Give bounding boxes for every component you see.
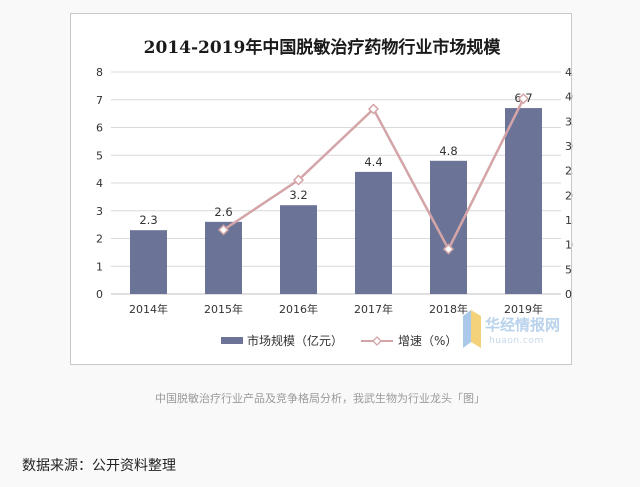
watermark-logo-icon — [463, 310, 481, 348]
x-tick-label: 2017年 — [354, 302, 393, 316]
left-tick-label: 1 — [96, 260, 103, 273]
line-marker — [367, 103, 380, 115]
bar — [355, 171, 392, 294]
watermark-brand: 华经情报网 — [485, 316, 560, 334]
right-tick-label: 45.0% — [565, 66, 573, 79]
bar — [505, 108, 542, 294]
legend: 市场规模（亿元） 增速（%） — [221, 333, 457, 348]
grid — [111, 71, 561, 295]
right-tick-label: 35.0% — [565, 115, 573, 128]
legend-bar-label: 市场规模（亿元） — [247, 333, 343, 348]
bar-data-label: 2.6 — [214, 205, 232, 219]
bar — [280, 205, 317, 294]
legend-line-marker — [372, 336, 382, 346]
line-marker — [517, 93, 530, 105]
bar-data-label: 2.3 — [139, 213, 157, 227]
right-tick-label: 20.0% — [565, 189, 573, 202]
x-tick-label: 2015年 — [204, 302, 243, 316]
chart: 2014-2019年中国脱敏治疗药物行业市场规模 0 1 2 3 4 5 6 7 8 0.0% 5… — [96, 37, 573, 348]
chart-title: 2014-2019年中国脱敏治疗药物行业市场规模 — [144, 37, 502, 58]
bar-data-label: 4.4 — [364, 155, 382, 169]
x-tick-label: 2014年 — [129, 302, 168, 316]
right-tick-label: 30.0% — [565, 140, 573, 153]
chart-frame: 2014-2019年中国脱敏治疗药物行业市场规模 0 1 2 3 4 5 6 7 8 0.0% 5… — [70, 13, 573, 365]
left-axis: 0 1 2 3 4 5 6 7 8 — [96, 66, 103, 301]
x-axis: 2014年 2015年 2016年 2017年 2018年 2019年 — [129, 302, 543, 316]
right-tick-label: 0.0% — [565, 288, 573, 301]
line-marker — [442, 243, 455, 255]
data-source-note: 数据来源：公开资料整理 — [22, 458, 176, 474]
left-tick-label: 4 — [96, 177, 103, 190]
watermark-url: huaon.com — [489, 336, 544, 346]
figure-caption: 中国脱敏治疗行业产品及竞争格局分析，我武生物为行业龙头「图」 — [155, 392, 485, 405]
watermark: 华经情报网 huaon.com — [463, 310, 560, 348]
right-tick-label: 25.0% — [565, 165, 573, 178]
right-tick-label: 5.0% — [565, 263, 573, 276]
bar-data-label: 4.8 — [439, 144, 457, 158]
left-tick-label: 3 — [96, 205, 103, 218]
legend-line-label: 增速（%） — [398, 334, 457, 348]
left-tick-label: 2 — [96, 233, 103, 246]
right-tick-label: 15.0% — [565, 214, 573, 227]
x-tick-label: 2019年 — [504, 302, 543, 316]
left-tick-label: 5 — [96, 149, 103, 162]
x-tick-label: 2016年 — [279, 302, 318, 316]
line-marker — [292, 174, 305, 186]
right-tick-label: 40.0% — [565, 91, 573, 104]
line-series — [217, 93, 530, 255]
legend-bar-swatch — [221, 337, 243, 344]
bar-series — [130, 108, 542, 294]
left-tick-label: 6 — [96, 122, 103, 135]
left-tick-label: 7 — [96, 94, 103, 107]
bar-data-label: 3.2 — [289, 188, 307, 202]
x-tick-label: 2018年 — [429, 302, 468, 316]
right-tick-label: 10.0% — [565, 239, 573, 252]
bar — [130, 230, 167, 294]
line-marker — [217, 224, 230, 236]
left-tick-label: 8 — [96, 66, 103, 79]
data-labels: 2.32.63.24.44.86.7 — [139, 91, 532, 227]
right-axis: 0.0% 5.0% 10.0% 15.0% 20.0% 25.0% 30.0% 35.0% 40… — [565, 66, 573, 301]
left-tick-label: 0 — [96, 288, 103, 301]
